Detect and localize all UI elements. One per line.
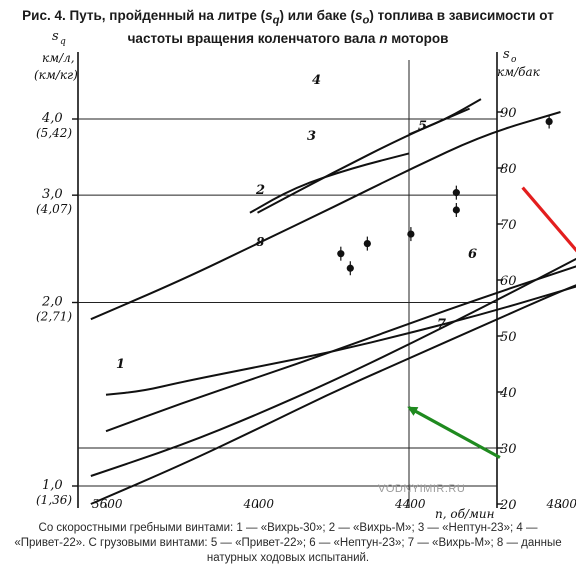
annotation-arrow-0	[521, 186, 576, 253]
test-point-6	[545, 117, 553, 126]
series-label-2: 2	[255, 183, 265, 198]
test-point-1	[346, 264, 354, 272]
x-axis-label: n, об/мин	[435, 507, 495, 521]
caption-sym1: s	[265, 8, 273, 23]
x-tick-label-3: 4800	[546, 497, 576, 511]
caption-line-2: частоты вращения коленчатого вала n мото…	[0, 30, 576, 47]
left-axis-unit-alt: (км/кг)	[34, 68, 78, 82]
series-line-6	[90, 284, 576, 505]
left-tick-alt-0: (5,42)	[36, 126, 72, 140]
left-tick-alt-1: (4,07)	[36, 202, 72, 216]
series-line-2	[249, 152, 410, 214]
right-axis-label: s	[503, 47, 510, 62]
right-tick-label-2: 40	[499, 386, 517, 401]
series-label-5: 5	[418, 119, 427, 134]
right-tick-label-3: 50	[500, 330, 517, 345]
series-line-8	[90, 257, 576, 477]
series-label-4: 4	[312, 73, 321, 88]
left-tick-alt-2: (2,71)	[36, 310, 72, 324]
series-line-7	[105, 265, 576, 433]
right-axis-label-sub: o	[511, 55, 517, 65]
caption-part3: ) топлива в зависимости от	[369, 8, 554, 23]
series-label-3: 3	[307, 129, 316, 144]
series-line-4	[408, 98, 482, 136]
right-tick-label-5: 70	[500, 218, 517, 233]
series-label-1: 1	[116, 357, 125, 372]
x-tick-label-2: 4400	[394, 497, 426, 511]
caption-part1: Путь, пройденный на литре (	[69, 8, 266, 23]
right-tick-label-1: 30	[500, 442, 517, 457]
caption-line-1: Рис. 4. Путь, пройденный на литре (sq) и…	[0, 7, 576, 30]
caption-part2: ) или баке (	[279, 8, 356, 23]
figure-footnote: Со скоростными гребными винтами: 1 — «Ви…	[14, 522, 562, 564]
series-line-3	[257, 107, 470, 214]
left-tick-label-2: 2,0	[41, 295, 63, 310]
watermark: VODNYIMIR.RU	[378, 483, 465, 495]
right-axis-unit: км/бак	[497, 65, 541, 79]
left-axis-unit: км/л,	[42, 51, 75, 65]
test-points-label: 8	[256, 235, 265, 249]
test-point-0	[337, 250, 345, 258]
left-tick-label-3: 1,0	[42, 478, 63, 493]
caption-line2a: частоты вращения коленчатого вала	[127, 30, 380, 46]
x-tick-label-1: 4000	[243, 497, 275, 511]
caption-line2b: моторов	[387, 30, 449, 46]
caption-sub1: q	[272, 14, 280, 27]
test-point-5	[452, 206, 460, 214]
x-tick-label-0: 3600	[92, 497, 123, 511]
figure-caption: Рис. 4. Путь, пройденный на литре (sq) и…	[0, 7, 576, 47]
caption-sub2: o	[362, 14, 370, 27]
left-axis-label: s	[52, 29, 59, 44]
series-label-7: 7	[437, 317, 446, 332]
test-point-4	[452, 189, 460, 197]
caption-prefix: Рис. 4.	[22, 8, 66, 23]
left-tick-alt-3: (1,36)	[36, 493, 72, 507]
test-point-2	[363, 240, 371, 248]
left-tick-label-1: 3,0	[42, 187, 63, 202]
right-tick-label-0: 20	[499, 498, 517, 513]
series-line-5	[90, 111, 561, 321]
right-tick-label-7: 90	[500, 106, 517, 121]
test-point-3	[407, 230, 415, 238]
annotation-arrow-1	[407, 406, 501, 459]
left-tick-label-0: 4,0	[41, 111, 63, 126]
left-axis-label-sub: q	[60, 37, 66, 47]
series-label-6: 6	[468, 247, 477, 262]
series-line-1	[105, 285, 576, 396]
caption-line2-sym: n	[379, 30, 388, 46]
right-tick-label-4: 60	[500, 274, 517, 289]
caption-sym2: s	[355, 8, 363, 23]
right-tick-label-6: 80	[500, 162, 517, 177]
